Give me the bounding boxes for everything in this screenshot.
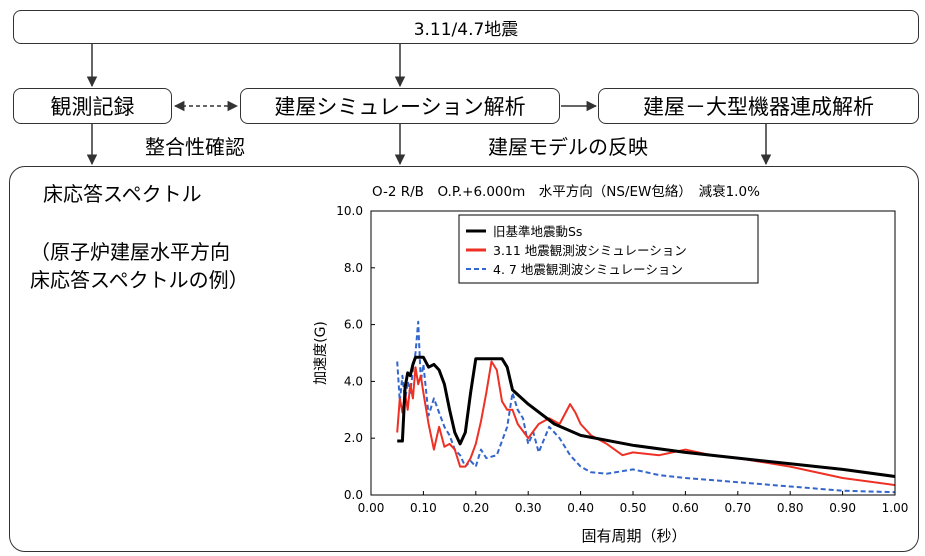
legend-entry-47: 4. 7 地震観測波シミュレーション xyxy=(493,262,683,277)
x-axis-ticks: 0.00 0.10 0.20 0.30 0.40 0.50 0.60 0.70 0.80 0.90… xyxy=(358,491,909,515)
x-tick-label: 0.00 xyxy=(358,501,385,515)
spectrum-panel xyxy=(9,166,919,552)
series-layer xyxy=(396,320,896,494)
earthquake-box: 3.11/4.7地震 xyxy=(13,10,919,44)
x-tick-label: 0.20 xyxy=(462,501,489,515)
coupled-analysis-box: 建屋－大型機器連成解析 xyxy=(598,88,919,124)
y-tick-label: 6.0 xyxy=(344,318,363,332)
x-tick-label: 0.60 xyxy=(672,501,699,515)
x-tick-label: 0.70 xyxy=(724,501,751,515)
y-tick-label: 10.0 xyxy=(336,204,363,218)
plot-frame xyxy=(370,210,896,496)
building-simulation-box: 建屋シミュレーション解析 xyxy=(240,88,560,124)
legend-entry-ss: 旧基準地震動Ss xyxy=(493,224,582,239)
x-tick-label: 0.30 xyxy=(515,501,542,515)
floor-response-spectrum-chart: O-2 R/B O.P.+6.000m 水平方向（NS/EW包絡） 減衰1.0%… xyxy=(313,183,908,545)
x-tick-label: 0.50 xyxy=(620,501,647,515)
coupled-analysis-label: 建屋－大型機器連成解析 xyxy=(643,95,874,119)
flow-arrows xyxy=(86,44,772,166)
y-tick-label: 2.0 xyxy=(344,431,363,445)
legend-box xyxy=(458,214,759,284)
y-tick-label: 8.0 xyxy=(344,261,363,275)
spectrum-panel-title: 床応答スペクトル xyxy=(43,182,202,206)
consistency-check-label: 整合性確認 xyxy=(145,135,245,159)
y-tick-label: 4.0 xyxy=(344,374,363,388)
legend-entry-311: 3.11 地震観測波シミュレーション xyxy=(493,243,687,258)
building-simulation-label: 建屋シミュレーション解析 xyxy=(274,95,526,119)
series-line-311 xyxy=(396,360,896,487)
x-tick-label: 0.90 xyxy=(829,501,856,515)
observation-record-label: 観測記録 xyxy=(50,95,135,119)
y-axis-label: 加速度(G) xyxy=(313,321,329,385)
example-caption-line1: （原子炉建屋水平方向 xyxy=(30,240,230,264)
chart-title: O-2 R/B O.P.+6.000m 水平方向（NS/EW包絡） 減衰1.0% xyxy=(372,183,760,200)
series-line-ss xyxy=(397,355,896,478)
legend: 旧基準地震動Ss 3.11 地震観測波シミュレーション 4. 7 地震観測波シミ… xyxy=(458,214,759,284)
x-axis-label: 固有周期（秒） xyxy=(581,527,686,545)
x-tick-label: 0.10 xyxy=(410,501,437,515)
model-reflection-label: 建屋モデルの反映 xyxy=(488,135,648,159)
y-tick-label: 0.0 xyxy=(344,488,363,502)
x-tick-label: 0.80 xyxy=(777,501,804,515)
earthquake-label: 3.11/4.7地震 xyxy=(413,19,519,40)
y-axis-ticks: 0.0 2.0 4.0 6.0 8.0 10.0 xyxy=(336,204,375,502)
example-caption-line2: 床応答スペクトルの例） xyxy=(30,268,249,292)
observation-record-box: 観測記録 xyxy=(13,88,172,124)
series-line-47 xyxy=(396,320,896,494)
x-tick-label: 0.40 xyxy=(567,501,594,515)
x-tick-label: 1.00 xyxy=(882,501,909,515)
